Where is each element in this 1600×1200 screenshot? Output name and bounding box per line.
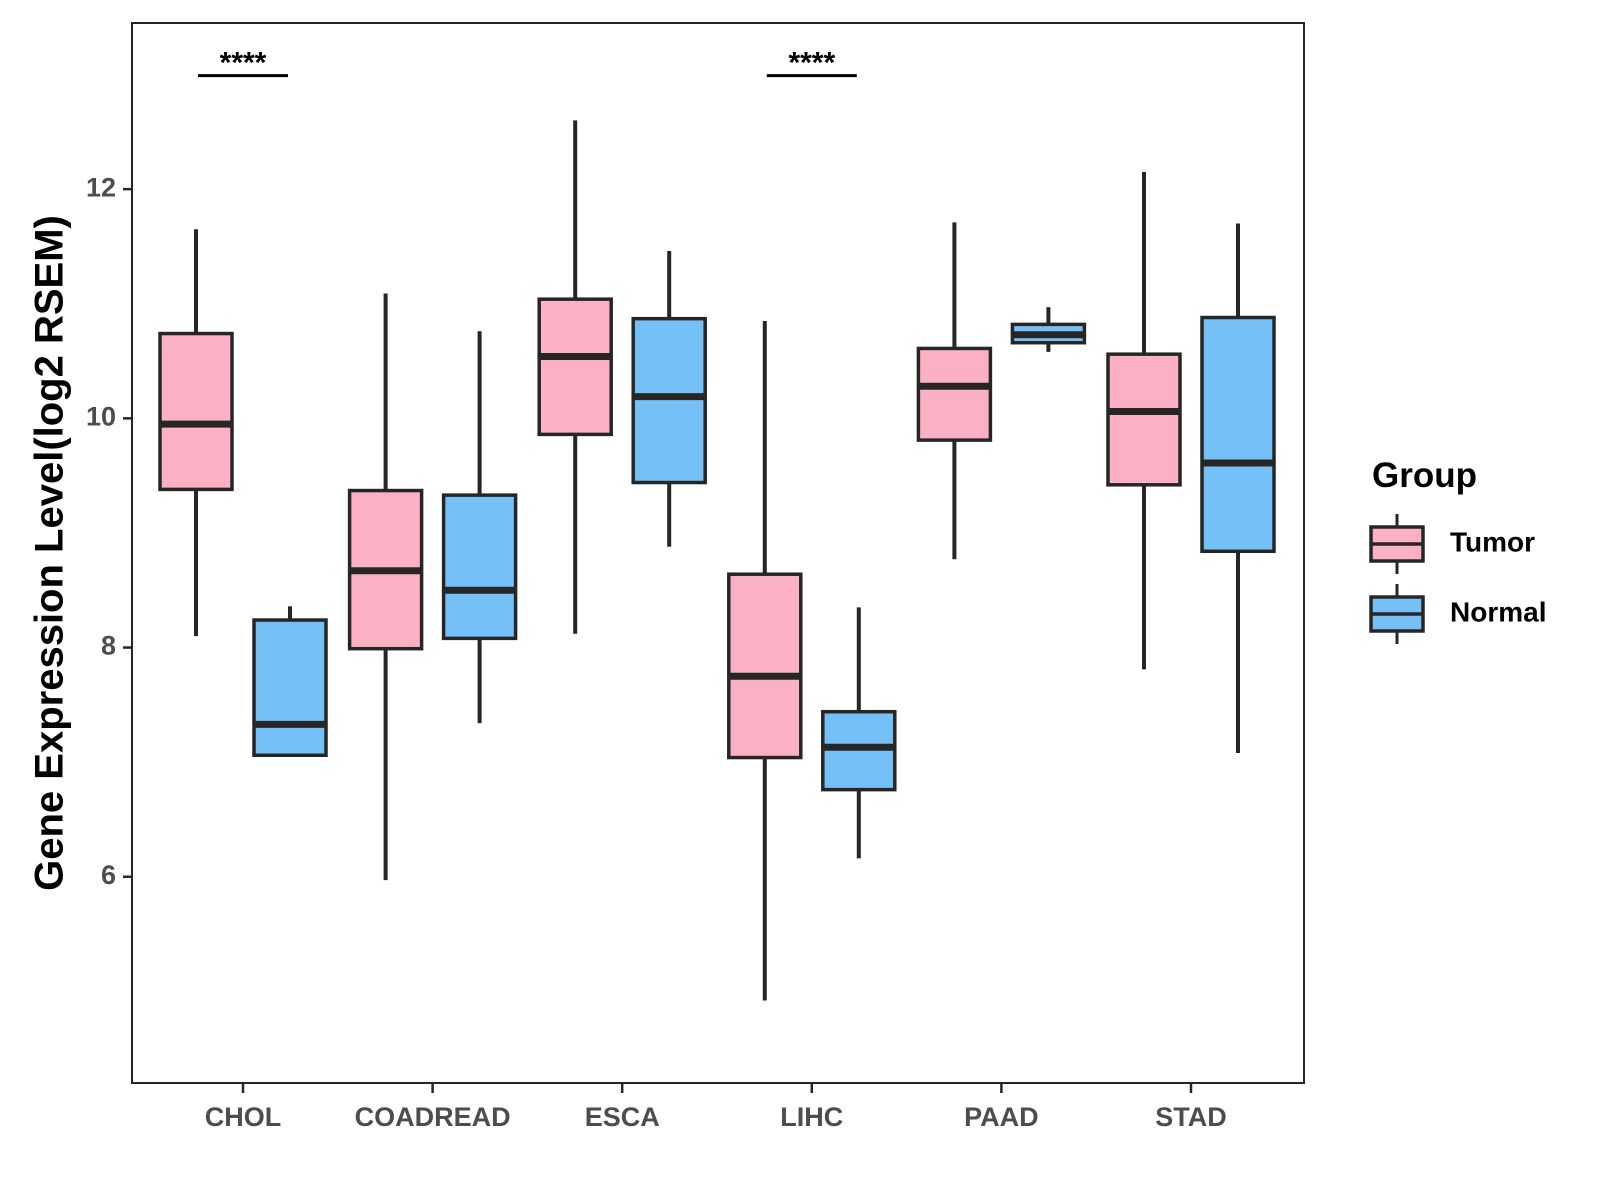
x-tick-label: CHOL — [205, 1102, 282, 1132]
legend-entry-normal: Normal — [1369, 584, 1546, 644]
y-tick-label: 12 — [86, 172, 116, 202]
box-coadread-tumor — [347, 293, 424, 881]
panel-border — [131, 22, 1305, 1084]
significance-chol: **** — [198, 47, 288, 80]
y-tick-label: 6 — [101, 860, 116, 890]
legend-label: Normal — [1450, 596, 1546, 627]
y-tick-label: 8 — [101, 631, 116, 661]
x-tick-label: LIHC — [780, 1102, 843, 1132]
box-body — [727, 572, 803, 760]
x-tick-label: COADREAD — [355, 1102, 511, 1132]
x-tick-label: ESCA — [585, 1102, 660, 1132]
box-coadread-normal — [441, 331, 518, 724]
y-tick-label: 10 — [86, 401, 116, 431]
box-stad-normal — [1200, 223, 1276, 753]
box-body — [158, 331, 234, 492]
box-body — [631, 316, 707, 485]
box-body — [1106, 352, 1182, 487]
box-body — [916, 346, 993, 442]
box-stad-tumor — [1106, 171, 1182, 670]
box-esca-normal — [631, 251, 707, 547]
box-esca-tumor — [537, 120, 613, 634]
axes: 6 8 10 12 CHOL COADREAD ESCA LIHC PAAD STAD — [86, 172, 1227, 1132]
y-axis-title: Gene Expression Level(log2 RSEM) — [28, 215, 72, 891]
x-tick-label: STAD — [1155, 1102, 1227, 1132]
x-tick-label: PAAD — [964, 1102, 1039, 1132]
box-lihc-tumor — [727, 320, 803, 1001]
box-body — [537, 297, 613, 437]
box-paad-normal — [1010, 307, 1087, 352]
significance-label: **** — [788, 47, 835, 80]
box-paad-tumor — [916, 222, 993, 560]
significance-lihc: **** — [766, 47, 857, 80]
box-body — [1200, 315, 1276, 554]
legend: Group Tumor Normal — [1369, 456, 1546, 644]
box-body — [252, 618, 328, 758]
box-body — [441, 493, 518, 641]
box-lihc-normal — [821, 607, 897, 859]
legend-title: Group — [1372, 456, 1477, 495]
significance-label: **** — [220, 47, 267, 80]
box-chol-normal — [252, 606, 328, 758]
plot-area: **** **** — [158, 47, 1276, 1001]
legend-entry-tumor: Tumor — [1369, 514, 1535, 574]
box-chol-tumor — [158, 229, 234, 637]
legend-label: Tumor — [1450, 526, 1535, 557]
